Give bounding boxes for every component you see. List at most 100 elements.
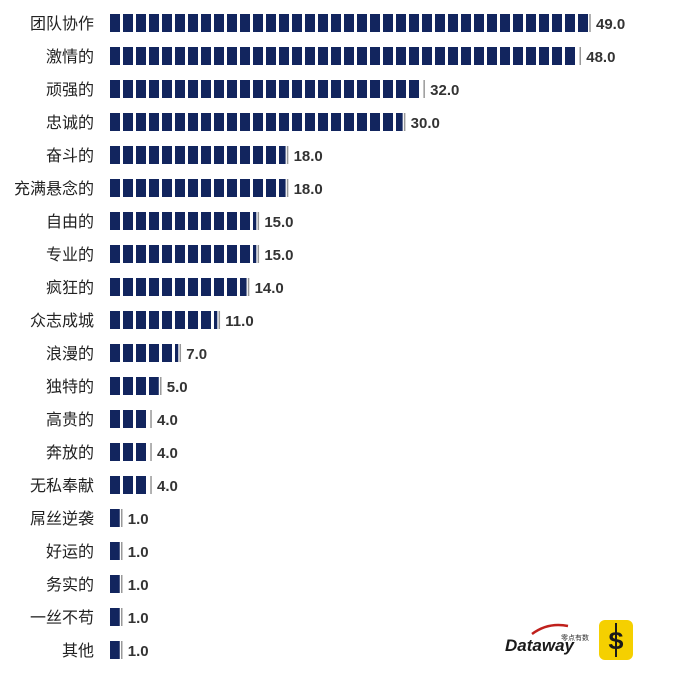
bar-segment bbox=[214, 14, 224, 32]
bar-segment bbox=[357, 47, 367, 65]
bar-segment bbox=[214, 179, 224, 197]
bar bbox=[110, 47, 575, 65]
bar-segment bbox=[162, 311, 172, 329]
bar-segment bbox=[162, 212, 172, 230]
category-label: 自由的 bbox=[46, 212, 94, 231]
bar-segment bbox=[357, 14, 367, 32]
bar-segment bbox=[253, 146, 263, 164]
bar bbox=[110, 179, 286, 197]
bar-segment bbox=[214, 80, 224, 98]
bar-segment bbox=[370, 47, 380, 65]
bar-segment bbox=[227, 245, 237, 263]
bar-segment bbox=[201, 179, 211, 197]
category-label: 一丝不苟 bbox=[30, 608, 94, 627]
bar-segment bbox=[253, 113, 263, 131]
bar-segment bbox=[136, 377, 146, 395]
bar-segment bbox=[149, 146, 159, 164]
bar bbox=[110, 575, 120, 593]
category-label: 屌丝逆袭 bbox=[30, 509, 94, 528]
bar-segment bbox=[188, 113, 198, 131]
category-label: 无私奉献 bbox=[30, 476, 94, 495]
bar-segment bbox=[240, 179, 250, 197]
bar-segment bbox=[136, 443, 146, 461]
bar bbox=[110, 212, 257, 230]
bar-segment bbox=[188, 179, 198, 197]
bar-row: 众志成城 11.0 bbox=[30, 311, 254, 330]
bar-segment bbox=[188, 245, 198, 263]
value-label: 7.0 bbox=[186, 346, 207, 363]
dataway-logo-text: Dataway bbox=[505, 636, 576, 655]
bar-segment bbox=[305, 80, 315, 98]
bar-segment bbox=[435, 14, 445, 32]
value-label: 14.0 bbox=[255, 280, 284, 297]
bar-segment bbox=[227, 212, 237, 230]
bar-segment bbox=[162, 80, 172, 98]
bar-segment bbox=[149, 113, 159, 131]
bar-segment bbox=[201, 80, 211, 98]
bar-segment bbox=[539, 47, 549, 65]
bar-segment bbox=[227, 47, 237, 65]
bar-segment bbox=[123, 311, 133, 329]
bar-segment bbox=[565, 47, 575, 65]
bar-segment bbox=[240, 14, 250, 32]
bar-segment bbox=[188, 80, 198, 98]
bar-row: 团队协作 49.0 bbox=[30, 14, 625, 33]
bar-segment bbox=[136, 146, 146, 164]
category-label: 充满悬念的 bbox=[14, 179, 94, 198]
bar bbox=[110, 476, 146, 494]
bar-segment bbox=[149, 311, 159, 329]
bar-segment bbox=[162, 344, 172, 362]
bar-segment bbox=[175, 212, 185, 230]
bar-segment bbox=[136, 245, 146, 263]
category-label: 高贵的 bbox=[46, 410, 94, 429]
bar-segment bbox=[500, 14, 510, 32]
bar-segment bbox=[162, 14, 172, 32]
bar bbox=[110, 80, 419, 98]
bar-segment bbox=[552, 47, 562, 65]
bar-segment bbox=[110, 146, 120, 164]
category-label: 激情的 bbox=[46, 47, 94, 66]
value-label: 5.0 bbox=[167, 379, 188, 396]
bar bbox=[110, 278, 247, 296]
bar-row: 顽强的 32.0 bbox=[46, 80, 459, 99]
value-label: 15.0 bbox=[264, 214, 293, 231]
bar-segment bbox=[149, 80, 159, 98]
bar-segment bbox=[578, 14, 588, 32]
bar-segment bbox=[175, 311, 185, 329]
bar-segment bbox=[240, 146, 250, 164]
bar-segment bbox=[110, 410, 120, 428]
bar-segment bbox=[279, 47, 289, 65]
bar-segment bbox=[383, 80, 393, 98]
bar-segment bbox=[240, 80, 250, 98]
bar-segment bbox=[175, 179, 185, 197]
bar-segment bbox=[370, 14, 380, 32]
value-label: 1.0 bbox=[128, 610, 149, 627]
bar-segment bbox=[318, 14, 328, 32]
bar-segment bbox=[214, 47, 224, 65]
bar bbox=[110, 245, 257, 263]
bar-segment bbox=[396, 47, 406, 65]
bar-segment bbox=[214, 311, 218, 329]
bar-segment bbox=[240, 212, 250, 230]
bar-segment bbox=[396, 14, 406, 32]
bar-row: 专业的 15.0 bbox=[46, 245, 294, 264]
bar bbox=[110, 311, 218, 329]
bar-segment bbox=[422, 14, 432, 32]
dataway-logo: Dataway 零点有数 bbox=[505, 623, 589, 655]
bar bbox=[110, 410, 146, 428]
bar-segment bbox=[461, 47, 471, 65]
bar-segment bbox=[149, 278, 159, 296]
bar-segment bbox=[513, 14, 523, 32]
bar-segment bbox=[175, 80, 185, 98]
bar-row: 其他 1.0 bbox=[62, 641, 149, 660]
bar-segment bbox=[565, 14, 575, 32]
bar-segment bbox=[214, 113, 224, 131]
bar-row: 奋斗的 18.0 bbox=[46, 146, 323, 165]
bar-segment bbox=[357, 113, 367, 131]
bar-segment bbox=[409, 14, 419, 32]
category-label: 顽强的 bbox=[46, 80, 94, 99]
bar-segment bbox=[162, 113, 172, 131]
value-label: 48.0 bbox=[586, 49, 615, 66]
